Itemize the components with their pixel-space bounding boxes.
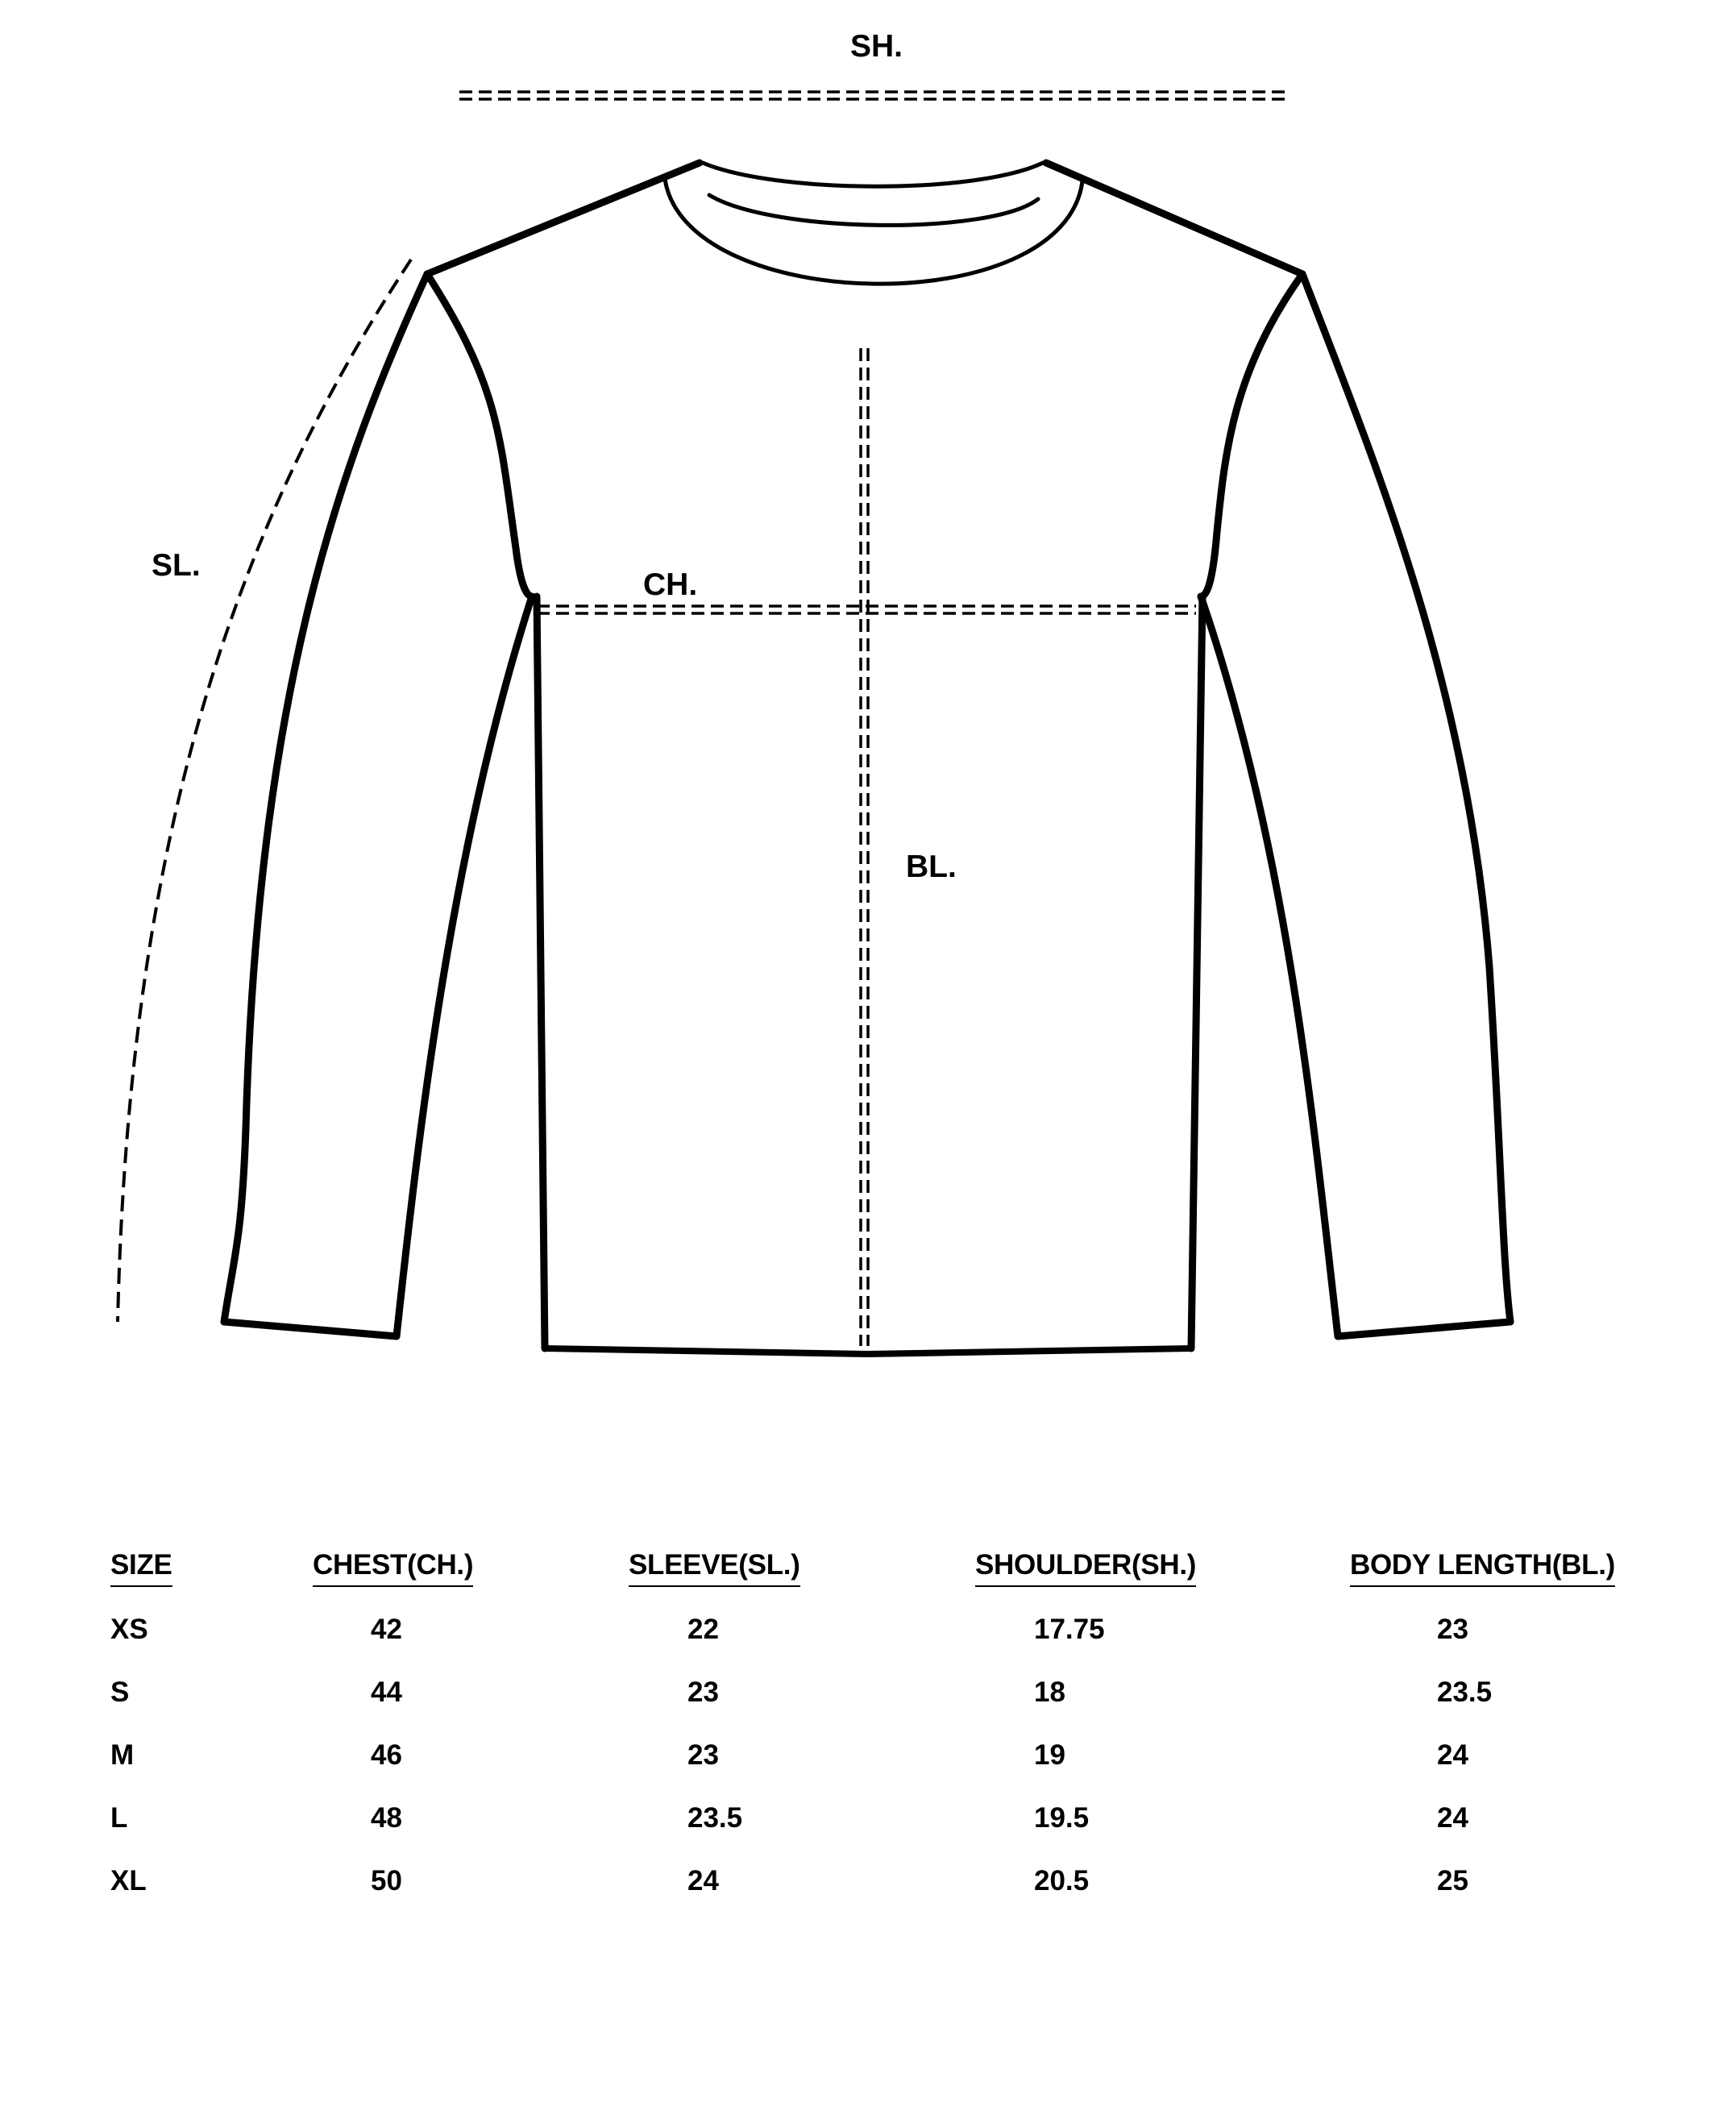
right-sleeve-upper-edge <box>1298 270 1514 1326</box>
body-length-cell: 23.5 <box>1437 1676 1493 1708</box>
sleeve-cell: 24 <box>687 1865 719 1896</box>
right-armhole <box>1197 270 1306 600</box>
collar-top-edge <box>700 160 1045 189</box>
right-shoulder-line <box>1042 159 1306 278</box>
chest-cell: 50 <box>371 1865 402 1896</box>
sleeve-cell: 23 <box>687 1739 719 1771</box>
body-length-cell: 23 <box>1437 1614 1468 1645</box>
header-sleeve: SLEEVE(SL.) <box>629 1547 800 1587</box>
header-size: SIZE <box>110 1547 172 1587</box>
shoulder-cell: 19 <box>1034 1739 1065 1771</box>
shirt-outline <box>220 159 1514 1357</box>
chest-cell: 46 <box>371 1739 402 1771</box>
table-row: XS 42 22 17.75 23 <box>0 1612 1736 1660</box>
table-row: XL 50 24 20.5 25 <box>0 1863 1736 1912</box>
body-left-side <box>533 592 549 1352</box>
size-cell: M <box>110 1739 135 1771</box>
body-length-label: BL. <box>906 850 957 884</box>
sleeve-measure-curve <box>116 258 413 1323</box>
left-shoulder-line <box>423 159 704 278</box>
left-armhole <box>423 270 536 600</box>
left-sleeve-lower-edge <box>392 592 536 1340</box>
table-row: S 44 23 18 23.5 <box>0 1675 1736 1723</box>
shoulder-cell: 19.5 <box>1034 1802 1090 1834</box>
header-body-length: BODY LENGTH(BL.) <box>1350 1547 1615 1587</box>
sleeve-cell: 22 <box>687 1614 719 1645</box>
table-header-row: SIZE CHEST(CH.) SLEEVE(SL.) SHOULDER(SH.… <box>0 1547 1736 1596</box>
table-row: M 46 23 19 24 <box>0 1738 1736 1786</box>
chest-cell: 48 <box>371 1802 402 1834</box>
body-length-cell: 25 <box>1437 1865 1468 1896</box>
collar-inner <box>707 193 1040 227</box>
sleeve-label: SL. <box>152 548 201 583</box>
left-sleeve-cuff <box>220 1318 401 1340</box>
size-cell: S <box>110 1676 130 1708</box>
shoulder-cell: 17.75 <box>1034 1614 1105 1645</box>
right-sleeve-lower-edge <box>1197 592 1342 1340</box>
body-right-side <box>1187 592 1206 1352</box>
shoulder-cell: 18 <box>1034 1676 1065 1708</box>
collar-outer <box>662 177 1085 286</box>
size-cell: XL <box>110 1865 147 1896</box>
body-length-cell: 24 <box>1437 1739 1468 1771</box>
header-shoulder: SHOULDER(SH.) <box>975 1547 1196 1587</box>
sleeve-cell: 23.5 <box>687 1802 743 1834</box>
right-sleeve-cuff <box>1334 1318 1514 1340</box>
header-chest: CHEST(CH.) <box>313 1547 474 1587</box>
shoulder-cell: 20.5 <box>1034 1865 1090 1896</box>
chest-cell: 42 <box>371 1614 402 1645</box>
size-cell: L <box>110 1802 128 1834</box>
size-cell: XS <box>110 1614 148 1645</box>
chest-cell: 44 <box>371 1676 402 1708</box>
sleeve-cell: 23 <box>687 1676 719 1708</box>
measurement-lines <box>116 90 1291 1346</box>
left-sleeve-upper-edge <box>220 270 431 1326</box>
chest-label: CH. <box>643 567 697 602</box>
body-hem <box>542 1345 1194 1357</box>
shoulder-label: SH. <box>850 29 903 64</box>
table-row: L 48 23.5 19.5 24 <box>0 1801 1736 1849</box>
body-length-cell: 24 <box>1437 1802 1468 1834</box>
